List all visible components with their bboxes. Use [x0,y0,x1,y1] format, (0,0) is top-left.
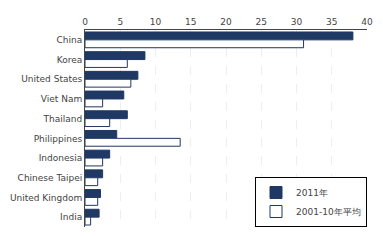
svg-text:30: 30 [291,17,303,27]
svg-text:15: 15 [185,17,196,27]
svg-text:Chinese Taipei: Chinese Taipei [18,173,83,183]
svg-text:0: 0 [82,17,88,27]
svg-text:40: 40 [361,17,373,27]
svg-text:20: 20 [220,17,232,27]
svg-text:5: 5 [117,17,123,27]
svg-text:China: China [56,35,82,45]
svg-text:Philippines: Philippines [34,134,83,144]
svg-text:Indonesia: Indonesia [39,153,83,163]
svg-text:Thailand: Thailand [43,114,83,124]
svg-text:25: 25 [256,17,267,27]
svg-text:35: 35 [326,17,337,27]
svg-text:United States: United States [21,74,82,84]
svg-text:India: India [60,212,82,222]
svg-text:2011年: 2011年 [296,188,328,198]
svg-text:10: 10 [150,17,162,27]
svg-text:United Kingdom: United Kingdom [10,193,82,203]
svg-text:Viet Nam: Viet Nam [41,94,82,104]
svg-text:2001-10年平均: 2001-10年平均 [296,207,361,217]
svg-text:Korea: Korea [57,55,83,65]
